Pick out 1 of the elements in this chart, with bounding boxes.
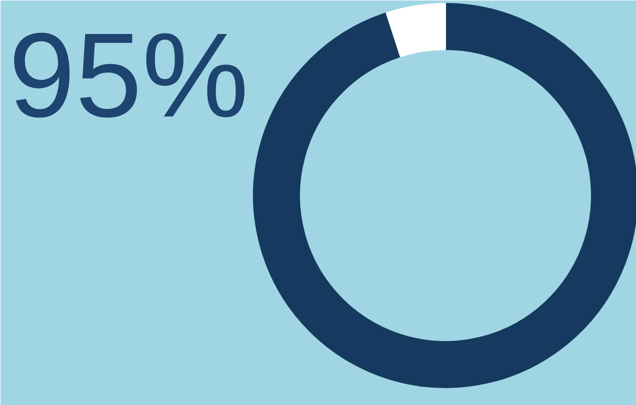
chart-title: 95% [8, 8, 249, 142]
